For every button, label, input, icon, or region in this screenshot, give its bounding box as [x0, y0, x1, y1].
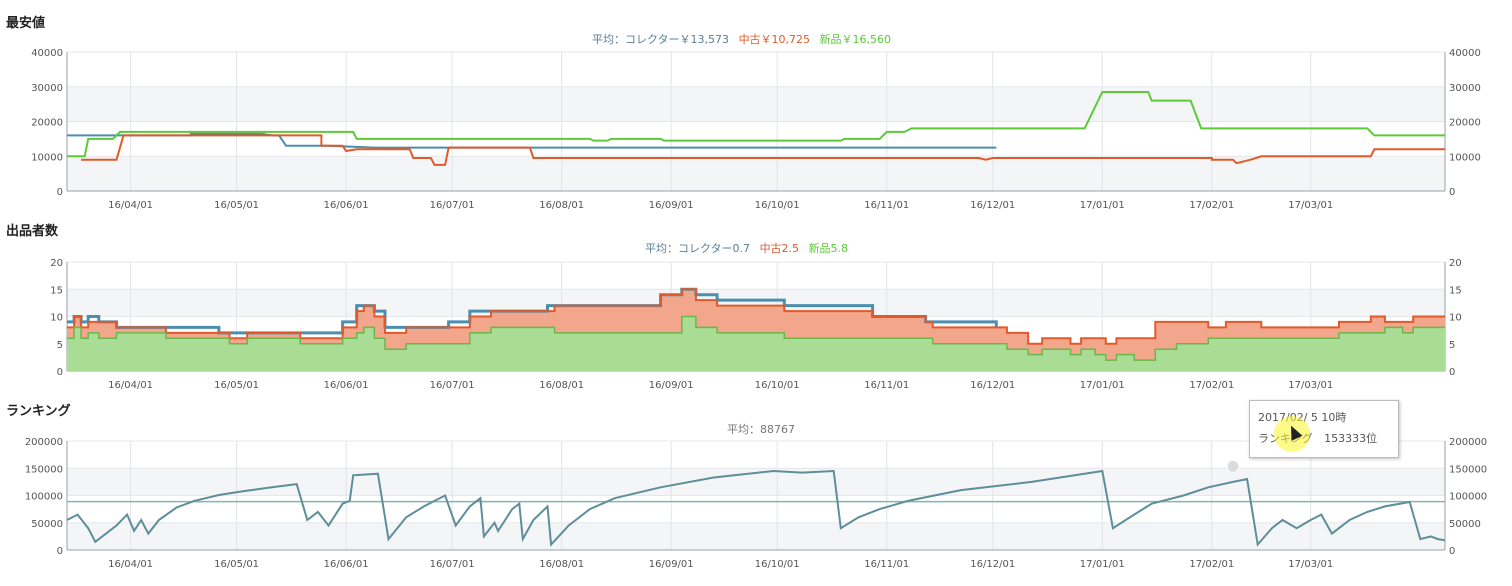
- price-average-used: 中古￥10,725: [738, 33, 811, 46]
- y-tick-label-right: 20000: [1449, 118, 1481, 129]
- x-tick-label: 16/09/01: [649, 559, 694, 570]
- y-tick-label-left: 40000: [31, 48, 63, 59]
- y-tick-label-left: 100000: [25, 492, 63, 503]
- y-tick-label-right: 15: [1449, 285, 1462, 296]
- x-tick-label: 17/03/01: [1288, 559, 1333, 570]
- plot-band: [67, 156, 1445, 191]
- x-tick-label: 16/09/01: [649, 380, 694, 391]
- ranking-average: 平均：88767: [727, 423, 795, 436]
- x-tick-label: 16/12/01: [970, 559, 1015, 570]
- x-tick-label: 16/07/01: [430, 380, 475, 391]
- y-tick-label-left: 0: [57, 187, 63, 198]
- x-tick-label: 17/02/01: [1189, 200, 1234, 211]
- y-tick-label-left: 20: [50, 258, 63, 269]
- plot-band: [67, 495, 1445, 523]
- x-tick-label: 16/06/01: [324, 559, 369, 570]
- y-tick-label-left: 20000: [31, 118, 63, 129]
- x-tick-label: 16/12/01: [970, 380, 1015, 391]
- y-tick-label-left: 0: [57, 546, 63, 557]
- plot-band: [67, 262, 1445, 290]
- x-tick-label: 16/04/01: [108, 380, 153, 391]
- y-tick-label-right: 0: [1449, 187, 1455, 198]
- sellers-average-used: 中古2.5: [759, 242, 800, 255]
- x-tick-label: 17/01/01: [1080, 559, 1125, 570]
- new-sellers-line: [67, 315, 1445, 361]
- x-tick-label: 17/01/01: [1080, 380, 1125, 391]
- cursor-highlight: [1274, 416, 1310, 452]
- y-tick-label-left: 50000: [31, 519, 63, 530]
- ranking-average-legend: 平均：88767: [727, 421, 795, 437]
- x-tick-label: 16/07/01: [430, 559, 475, 570]
- new-price-line: [67, 91, 1445, 158]
- x-tick-label: 16/04/01: [108, 200, 153, 211]
- y-tick-label-left: 15: [50, 285, 63, 296]
- plot-band: [67, 441, 1445, 469]
- x-tick-label: 17/01/01: [1080, 200, 1125, 211]
- x-tick-label: 16/11/01: [864, 380, 909, 391]
- used-price-line: [81, 134, 1445, 166]
- sellers-average-new: 新品5.8: [808, 242, 849, 255]
- tooltip-ranking-value: 153333位: [1324, 432, 1378, 445]
- y-tick-label-left: 5: [57, 340, 63, 351]
- y-tick-label-right: 200000: [1449, 437, 1487, 448]
- x-tick-label: 16/11/01: [864, 200, 909, 211]
- y-tick-label-right: 0: [1449, 546, 1455, 557]
- y-tick-label-right: 10: [1449, 313, 1462, 324]
- ranking-hover-marker: [1226, 459, 1240, 473]
- y-tick-label-left: 10000: [31, 152, 63, 163]
- x-tick-label: 17/03/01: [1288, 380, 1333, 391]
- price-average-collector: 平均：コレクター￥13,573: [592, 33, 730, 46]
- y-tick-label-right: 10000: [1449, 152, 1481, 163]
- x-tick-label: 16/12/01: [970, 200, 1015, 211]
- ranking-line: [66, 469, 1446, 547]
- plot-band: [67, 522, 1445, 550]
- y-tick-label-right: 100000: [1449, 492, 1487, 503]
- y-tick-label-right: 40000: [1449, 48, 1481, 59]
- x-tick-label: 16/08/01: [539, 200, 584, 211]
- x-tick-label: 16/06/01: [324, 200, 369, 211]
- x-tick-label: 16/10/01: [755, 380, 800, 391]
- x-tick-label: 17/02/01: [1189, 380, 1234, 391]
- x-tick-label: 16/10/01: [755, 559, 800, 570]
- y-tick-label-right: 0: [1449, 367, 1455, 378]
- x-tick-label: 16/11/01: [864, 559, 909, 570]
- used-sellers-line: [67, 288, 1445, 345]
- ranking-panel-title: ランキング: [6, 404, 71, 419]
- x-tick-label: 17/02/01: [1189, 559, 1234, 570]
- new-sellers-area: [67, 316, 1445, 371]
- plot-band: [67, 121, 1445, 157]
- x-tick-label: 16/07/01: [430, 200, 475, 211]
- x-tick-label: 16/08/01: [539, 380, 584, 391]
- y-tick-label-right: 20: [1449, 258, 1462, 269]
- y-tick-label-right: 5: [1449, 340, 1455, 351]
- x-tick-label: 16/05/01: [214, 200, 259, 211]
- y-tick-label-right: 150000: [1449, 464, 1487, 475]
- x-tick-label: 17/03/01: [1288, 200, 1333, 211]
- ranking-tooltip: 2017/02/ 5 10時 ランキング 153333位: [1249, 400, 1399, 458]
- sellers-average-collector: 平均：コレクター0.7: [645, 242, 751, 255]
- x-tick-label: 16/05/01: [214, 559, 259, 570]
- x-tick-label: 16/10/01: [755, 200, 800, 211]
- x-tick-label: 16/04/01: [108, 559, 153, 570]
- y-tick-label-right: 30000: [1449, 83, 1481, 94]
- sellers-average-legend: 平均：コレクター0.7 中古2.5 新品5.8: [645, 240, 848, 256]
- y-tick-label-left: 0: [57, 367, 63, 378]
- price-average-new: 新品￥16,560: [819, 33, 892, 46]
- y-tick-label-right: 50000: [1449, 519, 1481, 530]
- x-tick-label: 16/08/01: [539, 559, 584, 570]
- x-tick-label: 16/05/01: [214, 380, 259, 391]
- y-tick-label-left: 200000: [25, 437, 63, 448]
- price-panel-title: 最安値: [6, 16, 46, 31]
- y-tick-label-left: 30000: [31, 83, 63, 94]
- plot-band: [67, 52, 1445, 87]
- y-tick-label-left: 150000: [25, 464, 63, 475]
- plot-band: [67, 86, 1445, 122]
- x-tick-label: 16/06/01: [324, 380, 369, 391]
- x-tick-label: 16/09/01: [649, 200, 694, 211]
- y-tick-label-left: 10: [50, 313, 63, 324]
- sellers-panel-title: 出品者数: [6, 224, 59, 239]
- price-average-legend: 平均：コレクター￥13,573 中古￥10,725 新品￥16,560: [592, 31, 891, 47]
